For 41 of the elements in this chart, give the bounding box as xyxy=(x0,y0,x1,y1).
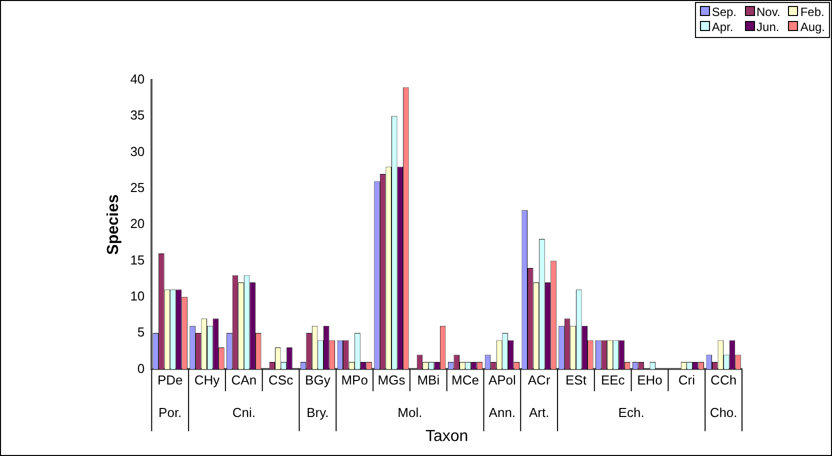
x-tick-label: MGs xyxy=(378,372,406,388)
legend-label: Sep. xyxy=(712,5,737,19)
y-tick-label: 5 xyxy=(137,324,145,340)
legend-label: Aug. xyxy=(800,20,825,34)
text: Cni. xyxy=(232,404,256,420)
text: Mol. xyxy=(398,404,422,420)
x-tick-label: APol xyxy=(488,372,516,388)
y-tick-label: 15 xyxy=(130,252,145,268)
legend-label: Nov. xyxy=(756,5,780,19)
x-tick-label: PDe xyxy=(157,372,183,388)
x-tick-label: CSc xyxy=(268,372,294,388)
legend-label: Feb. xyxy=(800,5,824,19)
text: Cho. xyxy=(710,404,738,420)
x-tick-label: MBi xyxy=(417,372,440,388)
x-tick-label: CCh xyxy=(710,372,737,388)
y-tick-label: 20 xyxy=(130,216,145,232)
legend-label: Apr. xyxy=(712,20,734,34)
x-tick-label: Cri xyxy=(678,372,696,388)
y-tick-label: 30 xyxy=(130,144,145,159)
x-tick-label: CAn xyxy=(231,372,257,388)
x-tick-label: BGy xyxy=(305,372,331,388)
x-tick-label: EHo xyxy=(637,372,662,388)
y-axis-title: Species xyxy=(105,194,122,255)
text: Por. xyxy=(158,404,182,420)
text: Ann. xyxy=(488,404,516,420)
y-tick-label: 10 xyxy=(130,288,145,304)
y-tick-label: 40 xyxy=(130,72,145,87)
x-tick-label: MCe xyxy=(452,372,480,388)
x-axis-title: Taxon xyxy=(425,428,468,445)
x-tick-label: EEc xyxy=(600,372,626,388)
text: Ech. xyxy=(618,404,644,420)
text: Bry. xyxy=(306,404,329,420)
y-tick-label: 25 xyxy=(130,180,145,196)
y-tick-label: 35 xyxy=(130,108,145,123)
x-tick-label: ESt xyxy=(565,372,587,388)
x-tick-label: CHy xyxy=(194,372,220,388)
x-tick-label: ACr xyxy=(528,372,551,388)
legend-label: Jun. xyxy=(756,20,780,34)
y-tick-label: 0 xyxy=(137,360,145,376)
x-tick-label: MPo xyxy=(341,372,368,388)
text: Art. xyxy=(528,404,550,420)
